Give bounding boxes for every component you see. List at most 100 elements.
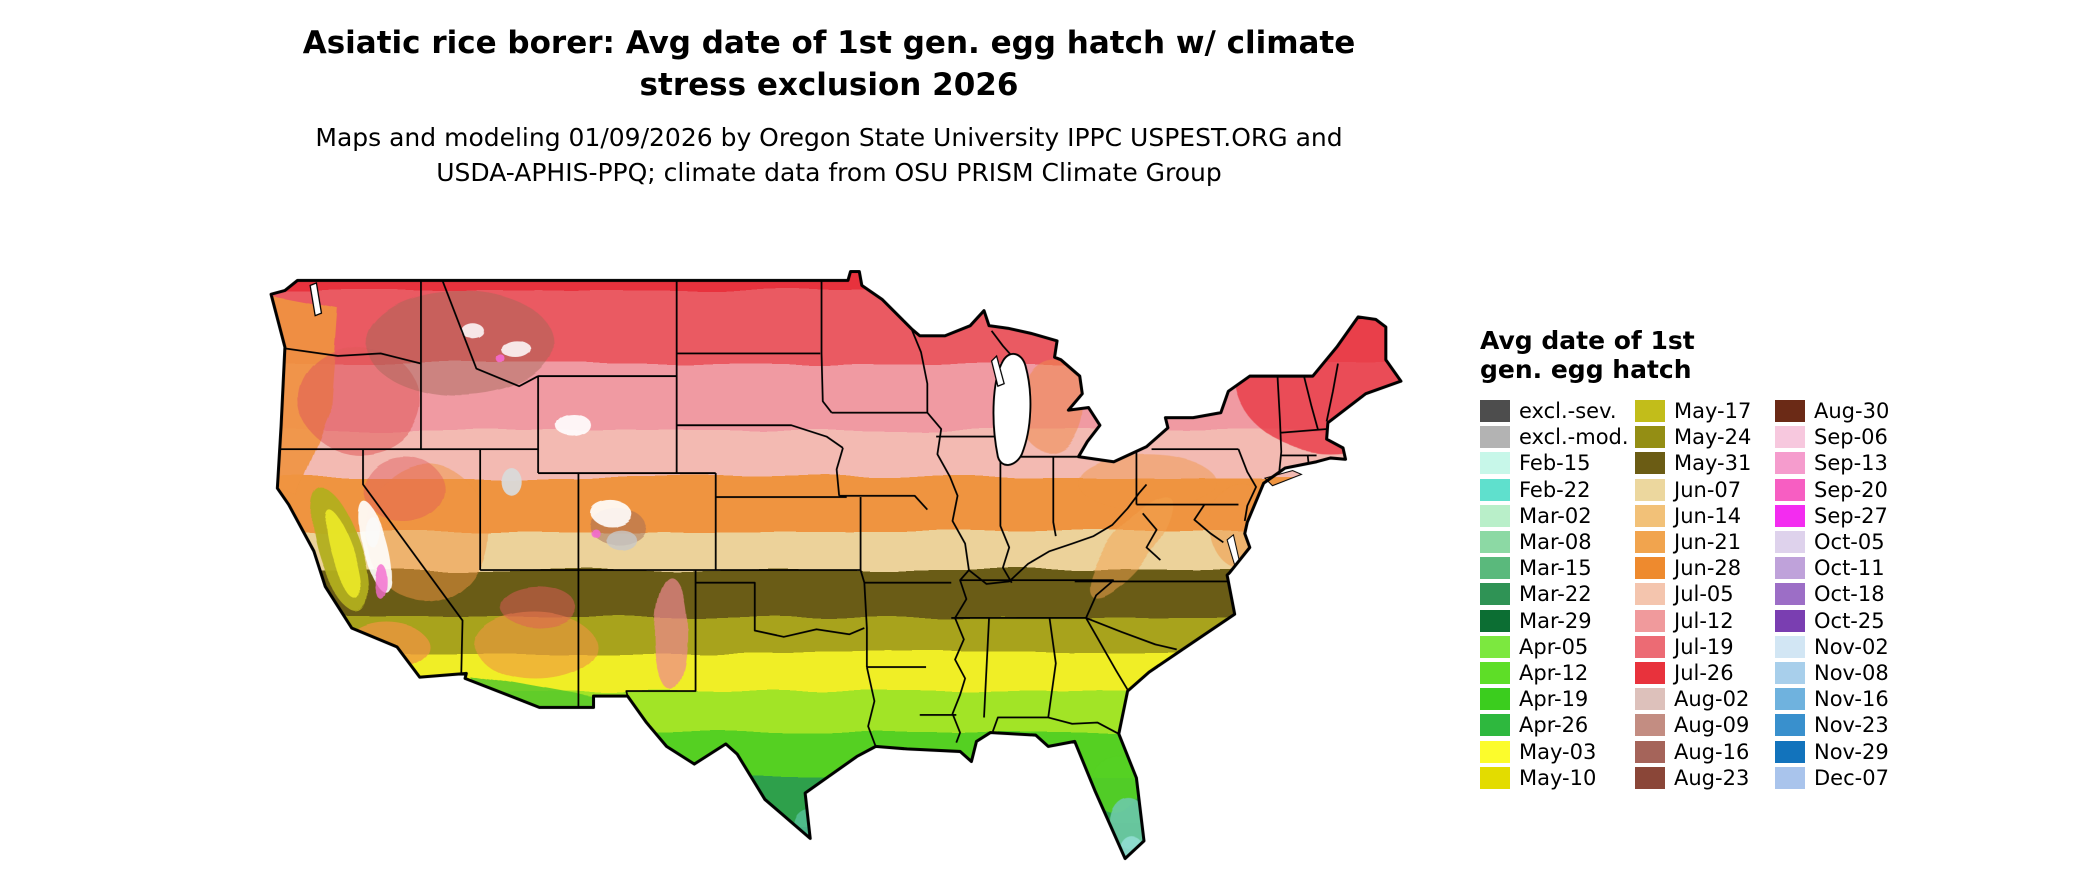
- legend-entry: Aug-30: [1775, 398, 1889, 424]
- legend-entry: Sep-06: [1775, 424, 1889, 450]
- legend-color-swatch: [1635, 635, 1665, 658]
- legend-label: Aug-02: [1674, 687, 1750, 712]
- legend-label: Feb-15: [1519, 451, 1591, 476]
- patch-central-valley-yellow: [324, 509, 362, 601]
- patch-appalachia-orange: [1089, 496, 1174, 599]
- legend-entry: Jul-19: [1635, 634, 1751, 660]
- legend-color-swatch: [1635, 714, 1665, 737]
- legend-entry: Mar-15: [1480, 555, 1629, 581]
- great-salt-lake: [501, 468, 522, 496]
- legend-entry: Mar-29: [1480, 608, 1629, 634]
- legend-label: Oct-05: [1814, 530, 1885, 555]
- legend-entry: Jul-12: [1635, 608, 1751, 634]
- patch-arizona-orange: [475, 612, 597, 679]
- map-title-line1: Asiatic rice borer: Avg date of 1st gen.…: [302, 25, 1356, 61]
- legend-color-swatch: [1775, 714, 1805, 737]
- patch-border-green: [466, 673, 593, 708]
- patch-arizona-red: [501, 587, 578, 629]
- legend-color-swatch: [1480, 609, 1510, 632]
- legend-label: Mar-15: [1519, 556, 1592, 581]
- map-subtitle-line2: USDA-APHIS-PPQ; climate data from OSU PR…: [436, 158, 1222, 187]
- patch-idaho-snow: [461, 323, 484, 339]
- legend-color-swatch: [1480, 661, 1510, 684]
- us-map: [214, 230, 1424, 885]
- legend-entry: Nov-08: [1775, 660, 1889, 686]
- legend-color-swatch: [1480, 740, 1510, 763]
- legend-entry: Nov-29: [1775, 738, 1889, 764]
- legend-color-swatch: [1480, 557, 1510, 580]
- legend-column-2: May-17 May-24 May-31 Jun-07 Jun-14 Jun-21 Jun-…: [1635, 398, 1751, 791]
- legend-entry: Sep-20: [1775, 477, 1889, 503]
- state-borders-east: [919, 330, 1339, 735]
- legend-label: Jun-07: [1674, 477, 1742, 502]
- legend-entry: Mar-22: [1480, 581, 1629, 607]
- legend-color-swatch: [1480, 478, 1510, 501]
- map-subtitle: Maps and modeling 01/09/2026 by Oregon S…: [0, 120, 1658, 190]
- legend-color-swatch: [1635, 478, 1665, 501]
- patch-colorado-magenta: [590, 527, 600, 537]
- legend-color-swatch: [1775, 766, 1805, 789]
- legend-entry: Feb-15: [1480, 450, 1629, 476]
- legend-label: Jul-12: [1674, 608, 1734, 633]
- legend-entry: Sep-27: [1775, 503, 1889, 529]
- legend-label: Mar-22: [1519, 582, 1592, 607]
- legend-label: Apr-12: [1519, 660, 1589, 685]
- legend-entry: Oct-25: [1775, 608, 1889, 634]
- legend-entry: May-17: [1635, 398, 1751, 424]
- legend-label: Sep-27: [1814, 503, 1888, 528]
- legend-color-swatch: [1480, 400, 1510, 423]
- legend-label: Sep-13: [1814, 451, 1888, 476]
- legend-label: Jul-19: [1674, 634, 1734, 659]
- state-borders-west: [278, 280, 861, 708]
- legend-color-swatch: [1775, 531, 1805, 554]
- map-title-line2: stress exclusion 2026: [639, 67, 1019, 103]
- state-borders-central: [625, 280, 952, 747]
- legend-label: Apr-05: [1519, 634, 1589, 659]
- legend-color-swatch: [1480, 504, 1510, 527]
- legend-entry: Sep-13: [1775, 450, 1889, 476]
- legend-color-swatch: [1775, 504, 1805, 527]
- legend-entry: excl.-sev.: [1480, 398, 1629, 424]
- legend-entry: Oct-11: [1775, 555, 1889, 581]
- legend-entry: Jun-07: [1635, 477, 1751, 503]
- legend-entry: Jul-26: [1635, 660, 1751, 686]
- legend-label: Apr-26: [1519, 713, 1589, 738]
- legend-label: Apr-19: [1519, 687, 1589, 712]
- legend-label: Nov-23: [1814, 713, 1889, 738]
- legend-column-3: Aug-30 Sep-06 Sep-13 Sep-20 Sep-27 Oct-05 Oct-…: [1775, 398, 1889, 791]
- patch-pennsylvania-orange: [1077, 454, 1216, 510]
- legend-color-swatch: [1635, 583, 1665, 606]
- legend-color-swatch: [1635, 740, 1665, 763]
- legend-color-swatch: [1635, 452, 1665, 475]
- patch-colorado-gray: [604, 528, 636, 549]
- legend-label: Oct-18: [1814, 582, 1885, 607]
- legend-label: Oct-25: [1814, 608, 1885, 633]
- legend-entry: Oct-05: [1775, 529, 1889, 555]
- legend-entry: Apr-26: [1480, 712, 1629, 738]
- legend-label: Aug-30: [1814, 399, 1890, 424]
- legend-color-swatch: [1775, 452, 1805, 475]
- legend-label: Jul-26: [1674, 660, 1734, 685]
- us-outline: [269, 270, 1403, 861]
- legend-column-1: excl.-sev. excl.-mod. Feb-15 Feb-22 Mar-02 Ma…: [1480, 398, 1629, 791]
- legend-label: Nov-08: [1814, 660, 1889, 685]
- legend-label: May-03: [1519, 739, 1597, 764]
- patch-montana-snow: [501, 340, 532, 359]
- legend-color-swatch: [1480, 714, 1510, 737]
- legend-entry: Dec-07: [1775, 765, 1889, 791]
- legend-label: Aug-16: [1674, 739, 1750, 764]
- us-map-svg: [269, 270, 1403, 861]
- legend-entry: May-31: [1635, 450, 1751, 476]
- legend-entry: Jun-28: [1635, 555, 1751, 581]
- legend-label: Aug-23: [1674, 765, 1750, 790]
- patch-florida-central-green: [1091, 754, 1142, 815]
- legend-label: Sep-20: [1814, 477, 1888, 502]
- state-borders: [278, 280, 1339, 747]
- legend-label: Nov-16: [1814, 687, 1889, 712]
- legend-entry: Apr-12: [1480, 660, 1629, 686]
- legend-label: Nov-29: [1814, 739, 1889, 764]
- legend-entry: Nov-23: [1775, 712, 1889, 738]
- legend-color-swatch: [1635, 426, 1665, 449]
- legend-label: Nov-02: [1814, 634, 1889, 659]
- legend-color-swatch: [1480, 531, 1510, 554]
